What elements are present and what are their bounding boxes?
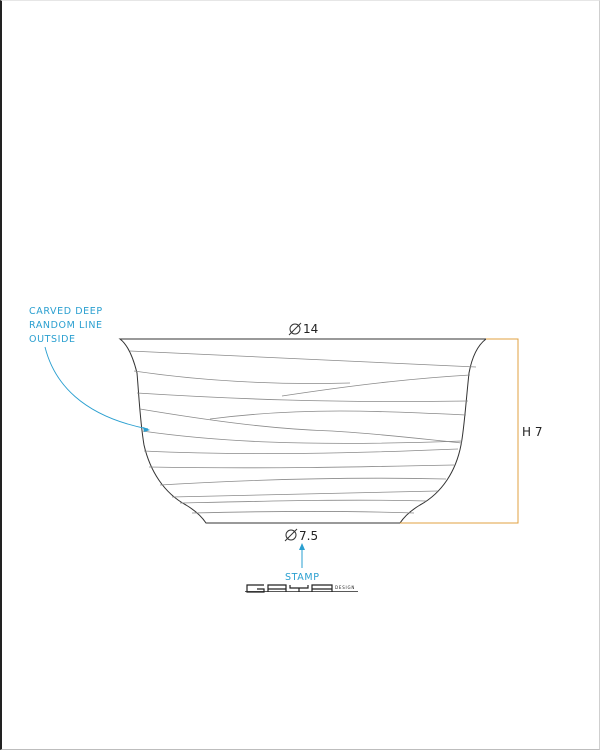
carve-line [209, 410, 467, 420]
bottom-diameter-value: 7.5 [299, 529, 318, 543]
top-diameter-value: 14 [303, 322, 318, 336]
carved-note: CARVED DEEP RANDOM LINE OUTSIDE [29, 306, 106, 345]
arrowhead-icon [299, 543, 305, 550]
carve-line [133, 370, 351, 384]
carved-lines [129, 350, 477, 514]
carve-line [139, 408, 463, 444]
carve-line [179, 499, 427, 504]
carve-line [148, 464, 455, 469]
carve-line [171, 490, 439, 498]
gaya-logo [245, 584, 358, 593]
carve-line [191, 511, 415, 514]
stamp-label: STAMP [285, 572, 320, 583]
diameter-symbol-icon [288, 322, 302, 336]
carve-line [159, 477, 447, 486]
diameter-symbol-icon [284, 528, 298, 542]
carve-line [141, 430, 463, 444]
carved-note-leader [44, 346, 149, 430]
bowl-outline [118, 338, 488, 524]
carve-line [136, 392, 469, 402]
logo-subtext: DESIGN [335, 585, 355, 590]
height-dimension-line [400, 338, 519, 524]
arrowhead-icon [143, 427, 150, 432]
carved-note-line: CARVED DEEP [29, 306, 103, 317]
carve-line [281, 374, 471, 397]
carve-line [143, 448, 459, 455]
carved-note-line: OUTSIDE [29, 334, 76, 345]
height-label: H 7 [522, 425, 542, 439]
carved-note-line: RANDOM LINE [29, 320, 103, 331]
carve-line [129, 350, 477, 368]
